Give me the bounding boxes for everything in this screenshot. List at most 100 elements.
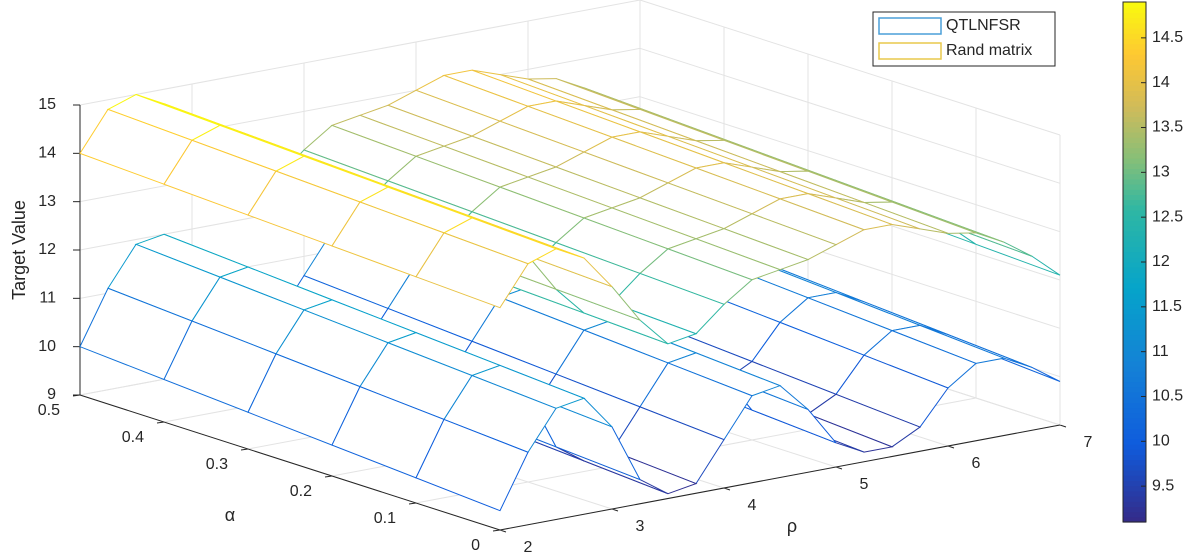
colorbar-step [1123,17,1146,24]
x-tick [835,466,843,470]
colorbar-step [1123,324,1146,331]
legend-label: Rand matrix [946,42,1032,59]
colorbar-step [1123,106,1146,112]
colorbar-step [1123,2,1146,8]
colorbar-step [1123,308,1146,315]
colorbar-step [1123,225,1146,232]
colorbar-step [1123,100,1146,107]
x-tick-label: 3 [636,518,645,535]
colorbar-step [1123,454,1146,461]
colorbar-step [1123,80,1146,86]
surface [79,193,1061,512]
colorbar-step [1123,397,1146,403]
x-tick-label: 7 [1084,434,1093,451]
colorbar-step [1123,246,1146,253]
colorbar-step [1123,28,1146,34]
x-tick [499,529,507,533]
colorbar-step [1123,386,1146,393]
colorbar-step [1123,444,1146,450]
colorbar-step [1123,485,1146,492]
colorbar-step [1123,511,1146,518]
colorbar-step [1123,298,1146,305]
colorbar-step [1123,69,1146,76]
colorbar-step [1123,204,1146,211]
colorbar-step [1123,184,1146,190]
colorbar-step [1123,303,1146,310]
grid-line [79,0,641,106]
colorbar-step [1123,418,1146,424]
colorbar-step [1123,314,1146,320]
colorbar-tick-label: 10 [1152,433,1170,450]
z-tick-label: 11 [39,290,56,307]
colorbar-step [1123,490,1146,497]
colorbar-step [1123,7,1146,13]
colorbar-tick-label: 14 [1152,74,1170,91]
x-tick [723,487,731,491]
y-tick-label: 0.3 [206,456,228,473]
colorbar-step [1123,236,1146,242]
y-tick-label: 0.2 [290,483,312,500]
colorbar-step [1123,12,1146,19]
colorbar-step [1123,147,1146,154]
y-tick [408,502,417,505]
x-tick-label: 5 [860,476,869,493]
z-tick-label: 10 [38,338,56,355]
colorbar-step [1123,262,1146,268]
colorbar-tick-label: 9.5 [1152,477,1174,494]
legend-swatch [878,17,942,35]
legend-swatch [878,42,942,60]
colorbar-step [1123,449,1146,455]
colorbar-step [1123,137,1146,143]
x-tick-label: 6 [972,455,981,472]
colorbar-step [1123,215,1146,221]
z-tick-label: 12 [38,241,56,258]
x-tick-label: 2 [524,539,533,556]
colorbar-step [1123,329,1146,336]
colorbar-step [1123,54,1146,60]
z-tick-label: 14 [38,145,56,162]
colorbar-step [1123,392,1146,398]
y-tick-label: 0.4 [122,429,144,446]
colorbar-step [1123,438,1146,445]
colorbar-step [1123,33,1146,39]
colorbar-step [1123,350,1146,357]
colorbar-step [1123,90,1146,97]
colorbar-step [1123,412,1146,419]
colorbar-tick-label: 12.5 [1152,208,1183,225]
colorbar-step [1123,121,1146,128]
colorbar-tick-label: 11.5 [1152,298,1182,315]
colorbar-step [1123,340,1146,346]
y-tick [240,448,249,451]
colorbar-step [1123,319,1146,325]
y-tick-label: 0.1 [374,510,396,527]
mesh-cell [415,418,529,512]
colorbar-step [1123,366,1146,372]
colorbar-step [1123,272,1146,279]
colorbar-tick-label: 14.5 [1152,29,1183,46]
colorbar-step [1123,178,1146,185]
colorbar-step [1123,85,1146,91]
colorbar-step [1123,459,1146,466]
y-tick-label: 0 [471,537,480,554]
x-tick [1059,424,1067,428]
colorbar-step [1123,168,1146,175]
colorbar-step [1123,230,1146,237]
colorbar-step [1123,158,1146,164]
colorbar-step [1123,241,1146,247]
colorbar-step [1123,470,1146,476]
colorbar-step [1123,142,1146,149]
colorbar-step [1123,59,1146,65]
x-axis [499,424,1061,531]
colorbar-step [1123,220,1146,227]
surface [79,69,1061,345]
colorbar-step [1123,277,1146,284]
colorbar-tick-label: 11 [1152,343,1169,360]
colorbar-tick-label: 12 [1152,253,1170,270]
colorbar-step [1123,132,1146,138]
colorbar-step [1123,288,1146,294]
colorbar-step [1123,282,1146,289]
x-axis-label: ρ [787,516,797,536]
colorbar-step [1123,516,1146,523]
colorbar-step [1123,423,1146,429]
